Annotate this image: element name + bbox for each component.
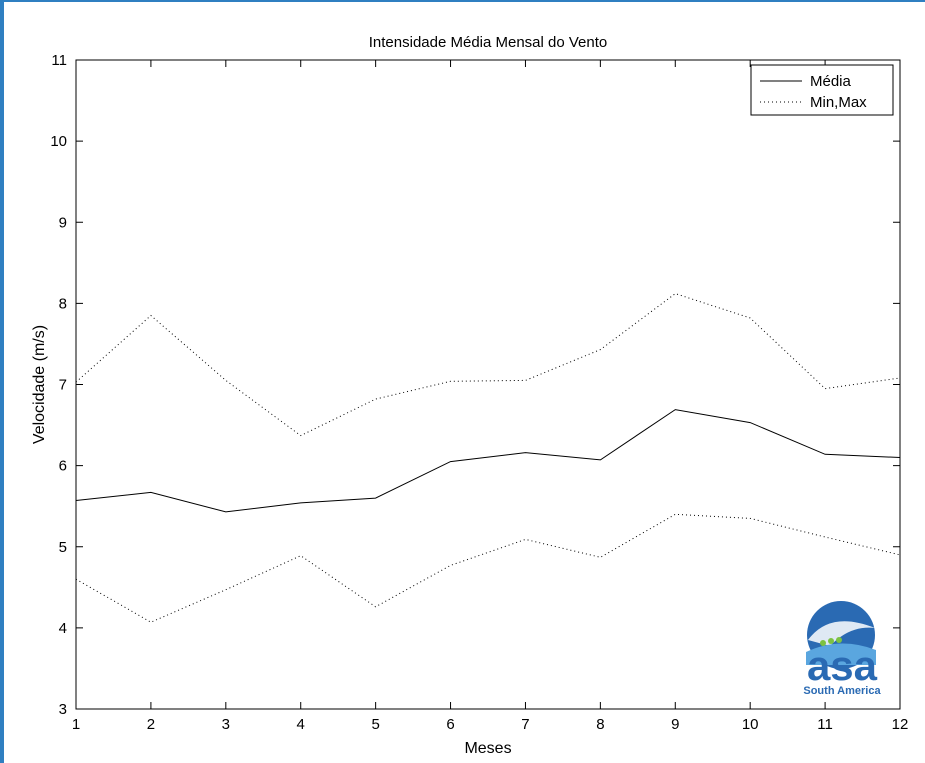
x-tick-label: 7 <box>521 716 529 733</box>
y-tick-label: 8 <box>59 295 67 312</box>
y-tick-label: 6 <box>59 458 67 475</box>
legend: Média Min,Max <box>750 64 894 116</box>
y-tick-label: 10 <box>50 133 67 150</box>
plot-area <box>75 59 901 710</box>
series-line-media <box>75 409 901 513</box>
logo-dot <box>836 637 842 643</box>
y-tick-label: 4 <box>59 620 67 637</box>
logo-wave-base <box>806 643 876 665</box>
x-tick-label: 9 <box>671 716 679 733</box>
x-tick-label: 3 <box>222 716 230 733</box>
x-tick-label: 5 <box>371 716 379 733</box>
y-tick-label: 9 <box>59 214 67 231</box>
x-tick-label: 1 <box>72 716 80 733</box>
x-tick-label: 8 <box>596 716 604 733</box>
y-axis-label: Velocidade (m/s) <box>31 325 48 444</box>
y-tick-label: 3 <box>59 701 67 718</box>
logo-dot <box>820 640 826 646</box>
legend-box <box>750 64 894 116</box>
chart-title: Intensidade Média Mensal do Vento <box>369 34 608 51</box>
y-tick-label: 11 <box>51 52 67 69</box>
logo-dot <box>828 638 834 644</box>
x-tick-label: 10 <box>742 716 759 733</box>
x-tick-label: 11 <box>817 716 833 733</box>
logo-text: asa <box>807 642 878 689</box>
legend-entry-media: Média <box>810 73 852 90</box>
x-tick-label: 2 <box>147 716 155 733</box>
y-tick-label: 5 <box>59 539 67 556</box>
logo-wave-crest <box>808 621 875 646</box>
x-tick-label: 12 <box>892 716 909 733</box>
logo-subtitle: South America <box>803 685 881 697</box>
y-tick-label: 7 <box>59 377 67 394</box>
x-tick-label: 6 <box>446 716 454 733</box>
series-line-max <box>75 293 901 437</box>
series-line-min <box>75 513 901 623</box>
asa-logo: asa South America <box>803 601 881 697</box>
x-axis-label: Meses <box>464 740 511 757</box>
series-layer <box>75 293 901 623</box>
x-tick-label: 4 <box>297 716 305 733</box>
legend-entry-minmax: Min,Max <box>810 94 867 111</box>
